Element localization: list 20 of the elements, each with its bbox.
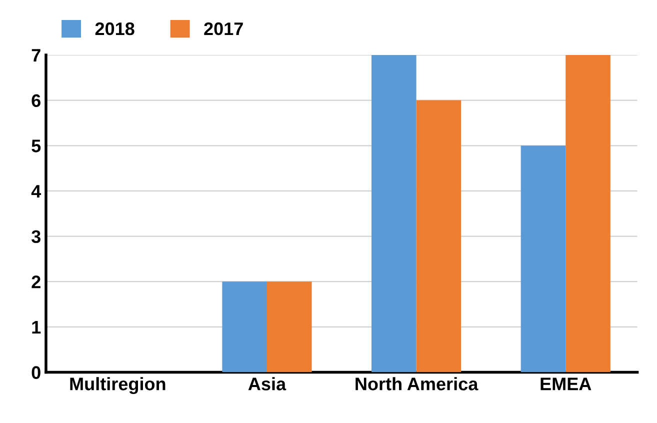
y-tick-label: 6 — [32, 94, 40, 108]
y-tick-label: 1 — [32, 321, 41, 334]
bar — [266, 282, 312, 372]
y-tick-label: 3 — [32, 230, 40, 244]
x-tick-label: Asia — [248, 377, 286, 390]
x-tick-label: Multiregion — [70, 377, 166, 394]
y-tick-label: 2 — [32, 276, 40, 288]
bar — [372, 54, 416, 372]
bar — [416, 100, 462, 372]
bar — [566, 54, 610, 372]
legend-label: 2018 — [95, 22, 134, 36]
y-tick-label: 5 — [32, 140, 41, 152]
y-tick-label: 0 — [32, 366, 40, 379]
bar — [520, 146, 566, 372]
y-tick-label: 7 — [32, 49, 40, 62]
bar — [222, 282, 267, 372]
x-tick-label: North America — [356, 377, 478, 390]
legend-label: 2017 — [204, 22, 243, 36]
x-tick-label: EMEA — [540, 378, 592, 390]
y-tick-label: 4 — [31, 185, 42, 198]
